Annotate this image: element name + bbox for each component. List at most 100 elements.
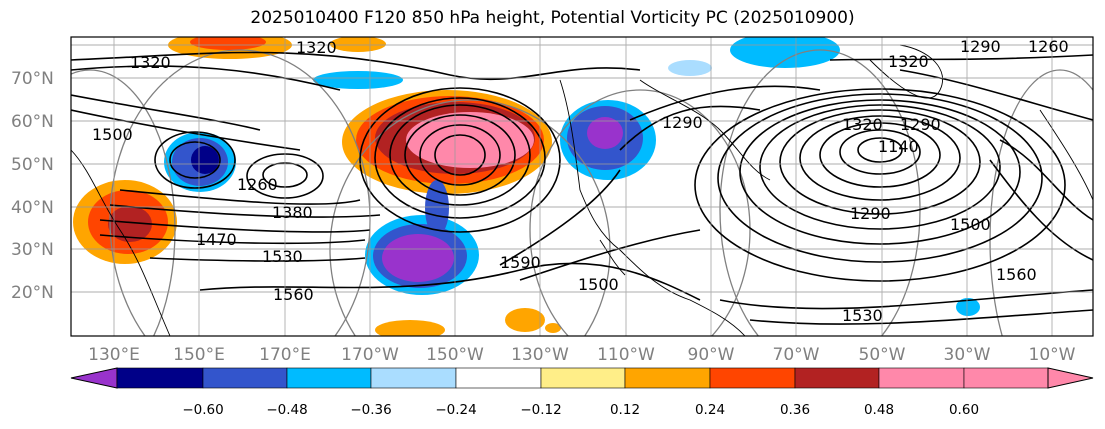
colorbar-tick-label: −0.36: [350, 402, 391, 418]
contour-label: 1290: [662, 113, 703, 132]
colorbar-segment: [116, 367, 204, 389]
pv-anomaly-negative-polar-3: [668, 60, 712, 76]
height-contour-aleutian-5: [374, 97, 546, 219]
height-contour-jet-11: [499, 169, 621, 266]
height-contour-atlantic-8: [717, 93, 1043, 263]
pv-anomaly-positive-arctic-3: [330, 37, 386, 52]
height-contour-wpac-low-1: [169, 141, 221, 179]
contour-label: 1140: [878, 137, 919, 156]
pv-anomaly-positive-trop-1: [375, 320, 445, 336]
height-contour-jet-6: [109, 204, 381, 218]
height-contour-jet-8: [99, 234, 366, 245]
height-contour-aleutian-4: [389, 104, 531, 206]
height-contour-atlantic-6: [759, 104, 1001, 230]
lon-label: 110°W: [597, 345, 655, 365]
coastline-hudson: [639, 79, 771, 181]
contour-label: 1260: [237, 175, 278, 194]
height-contour-jet-14: [749, 309, 1093, 325]
colorbar-segment: [624, 367, 711, 389]
lon-label: 10°W: [1029, 345, 1076, 365]
colorbar-tick-label: 0.60: [949, 402, 979, 418]
minor-contour-1: [71, 69, 176, 336]
contour-label: 1260: [1028, 37, 1069, 56]
coastline-east-asia: [71, 149, 171, 336]
lon-label: 150°E: [173, 345, 225, 365]
height-contour-jet-18: [899, 69, 1093, 121]
contour-label: 1320: [888, 52, 929, 71]
lon-label: 170°W: [341, 345, 399, 365]
contour-label: 1290: [850, 204, 891, 223]
height-contour-atlantic-4: [799, 115, 961, 201]
lat-label: 40°N: [11, 198, 54, 218]
height-contour-jet-7: [99, 219, 371, 233]
height-contour-jet-4: [71, 109, 301, 151]
colorbar-tick-label: 0.24: [695, 402, 725, 418]
height-contour-aleutian-1: [434, 134, 486, 176]
contour-label: 1320: [842, 115, 883, 134]
height-contour-jet-5: [119, 189, 361, 205]
lon-label: 30°W: [944, 345, 991, 365]
longitude-axis: 130°E 150°E 170°E 170°W 150°W 130°W 110°…: [88, 345, 1076, 365]
height-contour-jet-13: [719, 289, 1093, 310]
height-contour-jet-1: [71, 51, 641, 81]
gridlines: [71, 37, 1093, 336]
colorbar-segment: [878, 367, 965, 389]
height-contour-atlantic-7: [739, 99, 1021, 245]
contour-label: 1500: [92, 125, 133, 144]
height-contour-jet-17: [829, 54, 1093, 61]
pv-anomaly-positive-arctic-2: [190, 37, 266, 50]
colorbar-tick-label: −0.24: [435, 402, 476, 418]
height-contour-atlantic-1: [857, 137, 903, 163]
lon-label: 50°W: [859, 345, 906, 365]
colorbar-segment: [709, 367, 796, 389]
pv-anomaly-negative-tail: [425, 180, 449, 236]
colorbar-tick-label: −0.60: [182, 402, 223, 418]
height-contour-aleutian-2: [419, 124, 501, 186]
contour-label: 1590: [500, 253, 541, 272]
pv-anomaly-negative-polar-1: [313, 71, 403, 89]
height-contour-atlantic-9: [694, 88, 1066, 282]
colorbar-right-extension: [1047, 367, 1094, 389]
contour-label: 1530: [262, 247, 303, 266]
colorbar-left-extension: [70, 367, 118, 389]
map-background: [71, 37, 1093, 336]
contour-label: 1380: [272, 203, 313, 222]
height-contour-aleutian-3: [404, 114, 516, 196]
height-contour-jet-19: [999, 139, 1093, 221]
height-contour-jet-10: [199, 262, 701, 301]
contour-labels: 1320 1320 1320 1290 1260 1290 1260 1500 …: [92, 37, 1069, 325]
colorbar-segment: [455, 367, 542, 389]
lon-label: 70°W: [773, 345, 820, 365]
colorbar-segment: [963, 367, 1049, 389]
contour-label: 1560: [996, 265, 1037, 284]
colorbar-tick-label: 0.12: [610, 402, 640, 418]
pv-anomaly-negative-atl: [956, 298, 980, 316]
height-contour-atlantic-3: [819, 122, 941, 188]
contour-label: 1500: [578, 275, 619, 294]
coastlines: [71, 44, 1093, 336]
colorbar-segment: [794, 367, 880, 389]
minor-contour-3: [329, 99, 611, 336]
map-title: 2025010400 F120 850 hPa height, Potentia…: [250, 8, 855, 28]
pv-anomaly-negative-wcoast-inner: [587, 117, 623, 149]
colorbar-segment: [540, 367, 626, 389]
coastline-greenland: [869, 44, 944, 99]
height-contour-jet-3: [71, 94, 261, 131]
colorbar-tick-label: 0.36: [780, 402, 810, 418]
lat-label: 30°N: [11, 240, 54, 260]
height-contour-aleutian-6: [359, 87, 561, 233]
colorbar-tick-label: 0.48: [864, 402, 894, 418]
contour-label: 1290: [960, 37, 1001, 56]
lon-label: 150°W: [426, 345, 484, 365]
pv-anomaly-negative-wpac-inner: [191, 146, 219, 174]
contour-label: 1500: [950, 215, 991, 234]
contour-label: 1530: [842, 306, 883, 325]
colorbar-ticks: −0.60 −0.48 −0.36 −0.24 −0.12 0.12 0.24 …: [182, 402, 979, 418]
map-frame: [70, 36, 1094, 337]
lon-label: 90°W: [688, 345, 735, 365]
map-panel: 1320 1320 1320 1290 1260 1290 1260 1500 …: [71, 37, 1093, 336]
lon-label: 170°E: [259, 345, 311, 365]
height-contour-jet-16: [629, 85, 821, 121]
contour-label: 1320: [130, 53, 171, 72]
